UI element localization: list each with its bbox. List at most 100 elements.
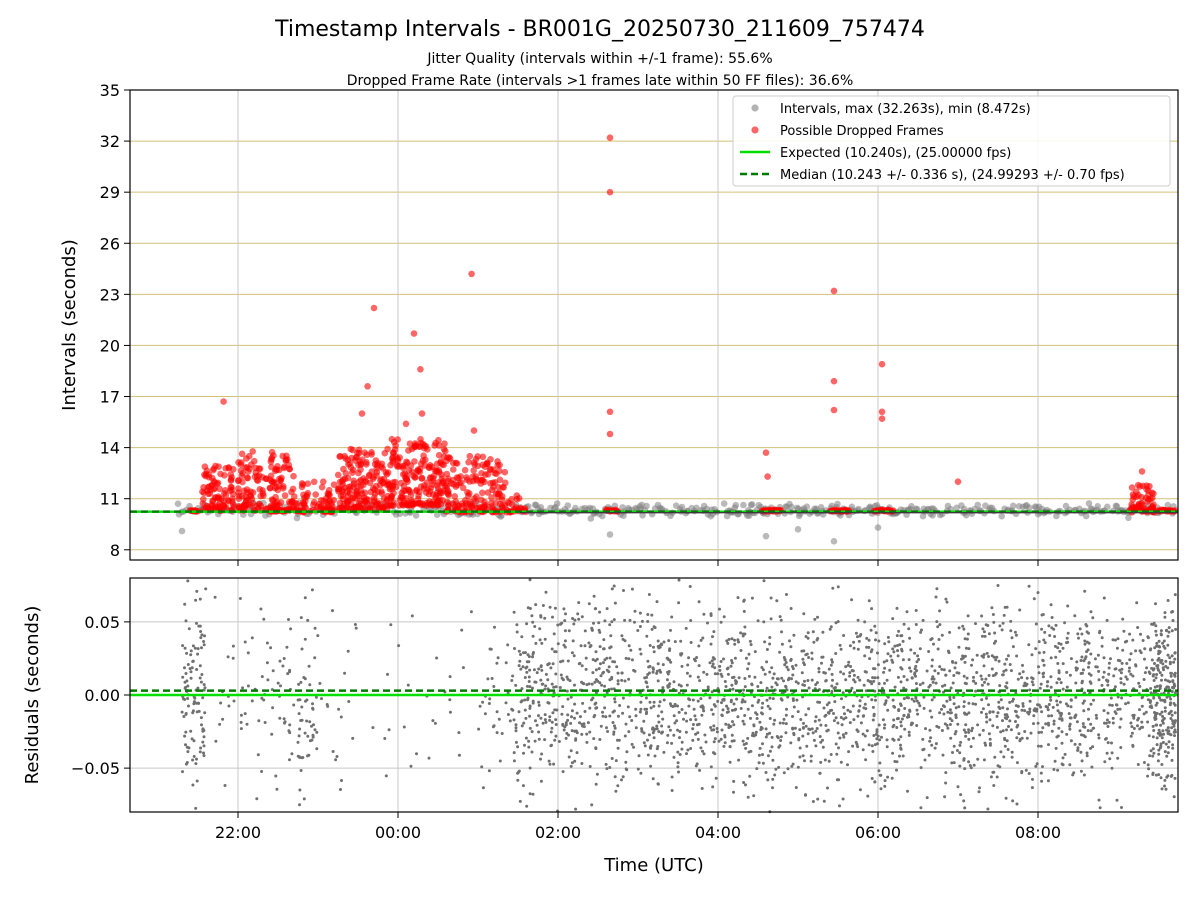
residual-point [1021, 702, 1025, 706]
dropped-frame-point [456, 479, 463, 487]
residual-point [682, 717, 685, 721]
residual-point [871, 718, 875, 722]
residual-point [553, 738, 557, 742]
residual-point [779, 739, 783, 742]
residual-point [928, 728, 932, 732]
residual-point [763, 640, 767, 644]
residual-point [1046, 721, 1050, 725]
residual-point [750, 704, 754, 708]
residual-point [666, 685, 670, 689]
residual-point [650, 613, 654, 617]
residual-point [699, 746, 703, 750]
residual-point [930, 658, 934, 662]
residual-point [1036, 744, 1040, 748]
residual-point [260, 675, 264, 679]
residual-point [579, 644, 583, 648]
dropped-frame-point [462, 502, 469, 510]
residual-point [1083, 589, 1087, 593]
residual-point [1129, 721, 1133, 725]
residual-point [725, 704, 729, 708]
residual-point [540, 682, 544, 686]
residual-point [638, 710, 642, 714]
residual-point [1052, 719, 1056, 723]
residual-point [818, 700, 822, 704]
residual-point [566, 713, 570, 717]
residual-point [1154, 703, 1158, 707]
dropped-frame-point [1145, 496, 1152, 503]
residual-point [715, 727, 719, 730]
residual-point [1168, 660, 1172, 664]
residual-point [200, 633, 204, 637]
residual-point [718, 607, 721, 611]
residual-point [1106, 741, 1110, 745]
dropped-frame-point [954, 478, 962, 486]
residual-point [1136, 724, 1139, 728]
residual-point [680, 664, 684, 668]
residual-point [199, 680, 203, 684]
dropped-frame-point [494, 458, 501, 465]
residual-point [824, 679, 828, 682]
residual-point [934, 681, 938, 685]
residual-point [250, 699, 254, 703]
residual-point [917, 701, 921, 705]
residual-point [213, 595, 217, 599]
residual-point [970, 729, 974, 733]
dropped-frame-point [463, 476, 471, 484]
residual-point [642, 731, 646, 735]
residual-point [299, 680, 303, 684]
residual-point [924, 727, 927, 731]
residual-point [231, 644, 235, 648]
residual-point [656, 782, 660, 786]
residual-point [818, 735, 822, 738]
residual-point [1152, 696, 1156, 700]
residual-point [732, 723, 736, 727]
residual-point [696, 737, 700, 741]
residual-point [1008, 719, 1012, 723]
residual-point [996, 711, 1000, 715]
dropped-frame-point [428, 463, 436, 471]
residual-point [993, 631, 997, 635]
residual-point [196, 701, 200, 705]
residual-point [763, 672, 767, 676]
residual-point [1040, 710, 1044, 714]
residual-point [288, 668, 292, 672]
residual-point [296, 740, 300, 744]
residual-point [1040, 779, 1044, 783]
residual-point [1120, 806, 1123, 809]
residual-point [287, 729, 291, 733]
residual-point [616, 784, 620, 788]
residual-point [231, 656, 235, 660]
residual-point [1065, 636, 1069, 640]
residual-point [1078, 729, 1082, 733]
residual-point [965, 712, 969, 716]
residual-point [1119, 671, 1123, 675]
residual-point [834, 621, 838, 625]
residual-point [794, 680, 798, 684]
residual-point [836, 731, 840, 735]
residual-point [597, 667, 601, 671]
residual-point [1089, 729, 1093, 733]
residual-point [1107, 666, 1111, 670]
residual-point [265, 661, 269, 665]
interval-point [834, 500, 841, 508]
residual-point [1102, 656, 1106, 660]
residual-point [910, 697, 914, 701]
residual-point [701, 707, 705, 710]
dropped-frame-point [465, 458, 472, 466]
residual-point [1010, 636, 1014, 640]
residual-point [1146, 636, 1150, 640]
residual-point [1122, 682, 1126, 686]
residual-point [727, 726, 731, 730]
residual-point [649, 706, 653, 710]
residual-point [816, 797, 820, 801]
residual-point [1078, 627, 1082, 631]
residual-point [760, 666, 764, 669]
residual-point [1033, 707, 1037, 711]
residual-point [921, 681, 925, 685]
residual-point [934, 742, 938, 746]
residual-point [743, 714, 747, 717]
residual-point [895, 606, 899, 610]
residual-point [189, 676, 193, 680]
residual-point [531, 686, 534, 690]
residual-point [1030, 653, 1034, 657]
